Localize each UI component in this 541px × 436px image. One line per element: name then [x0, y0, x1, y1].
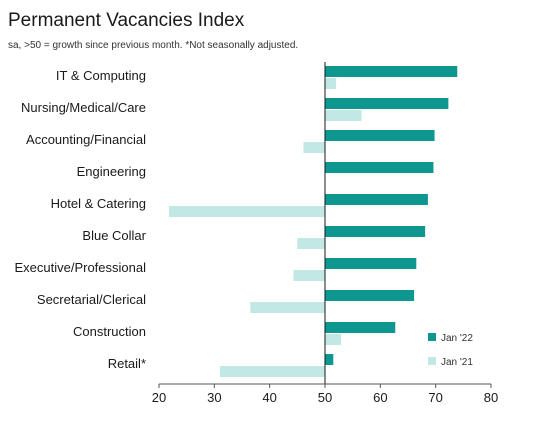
bar-jan-21 — [325, 334, 342, 345]
category-label: Executive/Professional — [14, 260, 146, 275]
category-label: IT & Computing — [56, 68, 146, 83]
x-tick-label: 70 — [428, 390, 442, 405]
bar-jan-22 — [325, 258, 417, 269]
x-tick-label: 80 — [484, 390, 498, 405]
chart-subtitle: sa, >50 = growth since previous month. *… — [8, 40, 299, 51]
bar-jan-22 — [325, 226, 426, 237]
chart-title: Permanent Vacancies Index — [8, 10, 245, 31]
category-label: Blue Collar — [82, 228, 146, 243]
x-tick-label: 50 — [318, 390, 332, 405]
x-tick-label: 60 — [373, 390, 387, 405]
category-label: Hotel & Catering — [51, 196, 146, 211]
legend-swatch-jan-22 — [428, 333, 436, 341]
bar-jan-22 — [325, 98, 449, 109]
bar-jan-21 — [297, 238, 325, 249]
category-label: Retail* — [108, 356, 146, 371]
category-label: Construction — [73, 324, 146, 339]
category-label: Accounting/Financial — [26, 132, 146, 147]
x-tick-label: 40 — [262, 390, 276, 405]
bar-jan-22 — [325, 66, 458, 77]
category-label: Engineering — [77, 164, 146, 179]
bar-jan-22 — [325, 322, 396, 333]
bar-jan-21 — [325, 78, 337, 89]
legend-label-jan-22: Jan '22 — [441, 333, 473, 344]
bar-jan-22 — [325, 354, 334, 365]
legend-swatch-jan-21 — [428, 357, 436, 365]
category-label: Secretarial/Clerical — [37, 292, 146, 307]
bar-jan-21 — [325, 110, 362, 121]
category-label: Nursing/Medical/Care — [21, 100, 146, 115]
x-tick-label: 30 — [207, 390, 221, 405]
bar-jan-22 — [325, 162, 434, 173]
legend-label-jan-21: Jan '21 — [441, 357, 473, 368]
x-tick-label: 20 — [152, 390, 166, 405]
bar-jan-21 — [219, 366, 325, 377]
bar-jan-21 — [250, 302, 325, 313]
bar-jan-21 — [293, 270, 325, 281]
bar-jan-21 — [168, 206, 325, 217]
bar-jan-22 — [325, 194, 428, 205]
bar-jan-22 — [325, 130, 435, 141]
bar-jan-22 — [325, 290, 415, 301]
bar-jan-21 — [303, 142, 325, 153]
